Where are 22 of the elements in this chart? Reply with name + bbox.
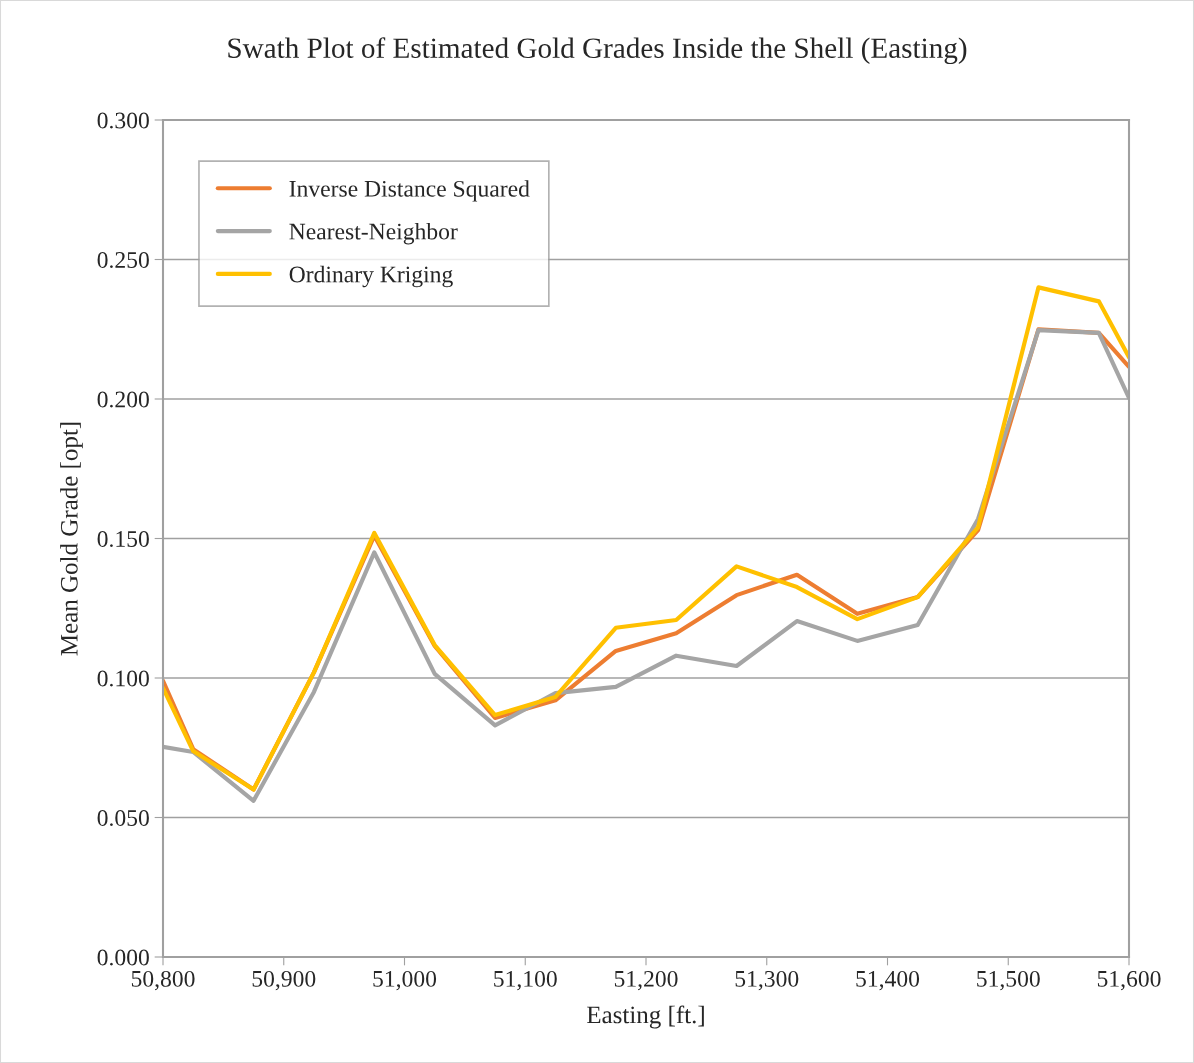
x-tick-label: 51,300 (735, 970, 799, 991)
x-tick-label: 50,800 (131, 970, 195, 991)
y-tick-label: 0.200 (97, 391, 149, 408)
y-tick-label: 0.150 (97, 530, 149, 548)
x-tick-label: 51,200 (614, 970, 678, 991)
y-tick-label: 0.250 (97, 251, 149, 269)
x-tick-label: 50,900 (252, 970, 316, 991)
x-tick-label: 51,500 (977, 970, 1040, 991)
y-tick-label: 0.100 (97, 670, 149, 687)
x-tick-label: 51,600 (1097, 970, 1161, 991)
legend-label: Nearest-Neighbor (289, 222, 458, 245)
x-tick-label: 51,100 (494, 970, 557, 991)
chart-title: Swath Plot of Estimated Gold Grades Inside the Shell (Easting) (228, 37, 967, 65)
x-tick-label: 51,000 (373, 970, 437, 991)
y-tick-label: 0.000 (97, 949, 149, 966)
y-tick-label: 0.050 (97, 809, 149, 827)
y-tick-label: 0.300 (97, 112, 149, 129)
y-axis-title: Mean Gold Grade [opt] (60, 422, 83, 656)
legend-label: Ordinary Kriging (289, 265, 453, 288)
legend-label: Inverse Distance Squared (289, 180, 530, 202)
x-tick-label: 51,400 (856, 970, 920, 991)
x-axis-title: Easting [ft.] (587, 1005, 704, 1029)
